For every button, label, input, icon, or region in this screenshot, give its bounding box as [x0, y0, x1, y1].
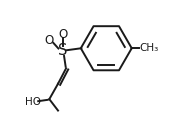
Text: HO: HO [25, 97, 41, 107]
Text: O: O [45, 34, 54, 47]
Text: S: S [58, 43, 67, 58]
Text: CH₃: CH₃ [140, 43, 159, 53]
Text: O: O [58, 28, 67, 41]
